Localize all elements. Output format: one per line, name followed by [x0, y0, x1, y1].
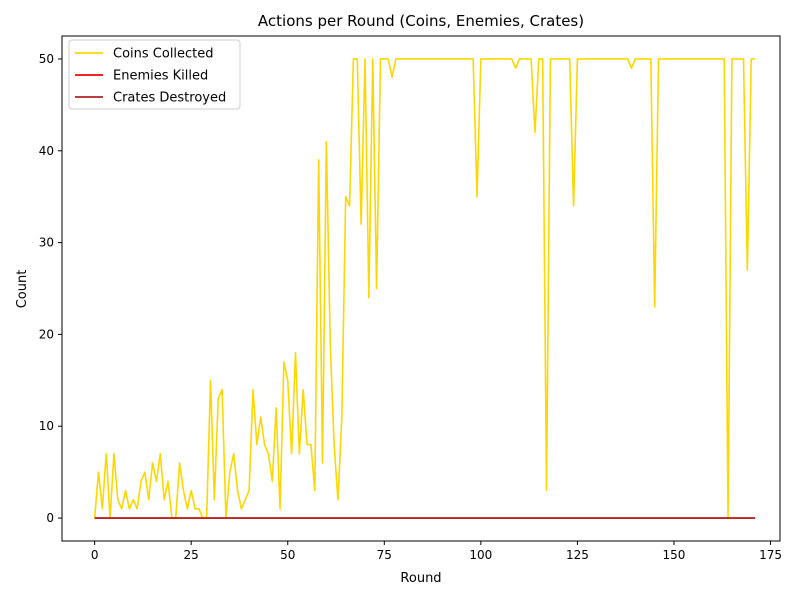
y-tick-label: 40	[39, 144, 54, 158]
plot-area	[93, 58, 756, 519]
x-tick-label: 150	[663, 548, 686, 562]
x-tick-label: 125	[566, 548, 589, 562]
legend-box	[68, 39, 241, 110]
chart-title: Actions per Round (Coins, Enemies, Crate…	[258, 12, 584, 30]
x-tick-label: 50	[280, 548, 295, 562]
y-axis-label: Count	[15, 270, 30, 309]
y-axis: 0 10 20 30 40 50	[39, 52, 62, 525]
x-tick-label: 175	[759, 548, 782, 562]
x-tick-label: 0	[91, 548, 99, 562]
legend-label: Coins Collected	[113, 47, 214, 62]
y-tick-label: 10	[39, 419, 54, 433]
legend-label: Crates Destroyed	[113, 91, 226, 106]
x-axis: 0 25 50 75 100 125 150 175	[91, 541, 782, 562]
y-tick-label: 50	[39, 52, 54, 66]
x-tick-label: 75	[377, 548, 392, 562]
y-tick-label: 0	[46, 511, 54, 525]
y-tick-label: 20	[39, 327, 54, 341]
legend-label: Enemies Killed	[113, 69, 208, 84]
x-tick-label: 100	[469, 548, 492, 562]
y-tick-label: 30	[39, 236, 54, 250]
legend: Coins Collected Enemies Killed Crates Dest…	[68, 39, 241, 110]
x-axis-label: Round	[400, 571, 441, 586]
axes-frame	[61, 35, 781, 542]
x-tick-label: 25	[184, 548, 199, 562]
